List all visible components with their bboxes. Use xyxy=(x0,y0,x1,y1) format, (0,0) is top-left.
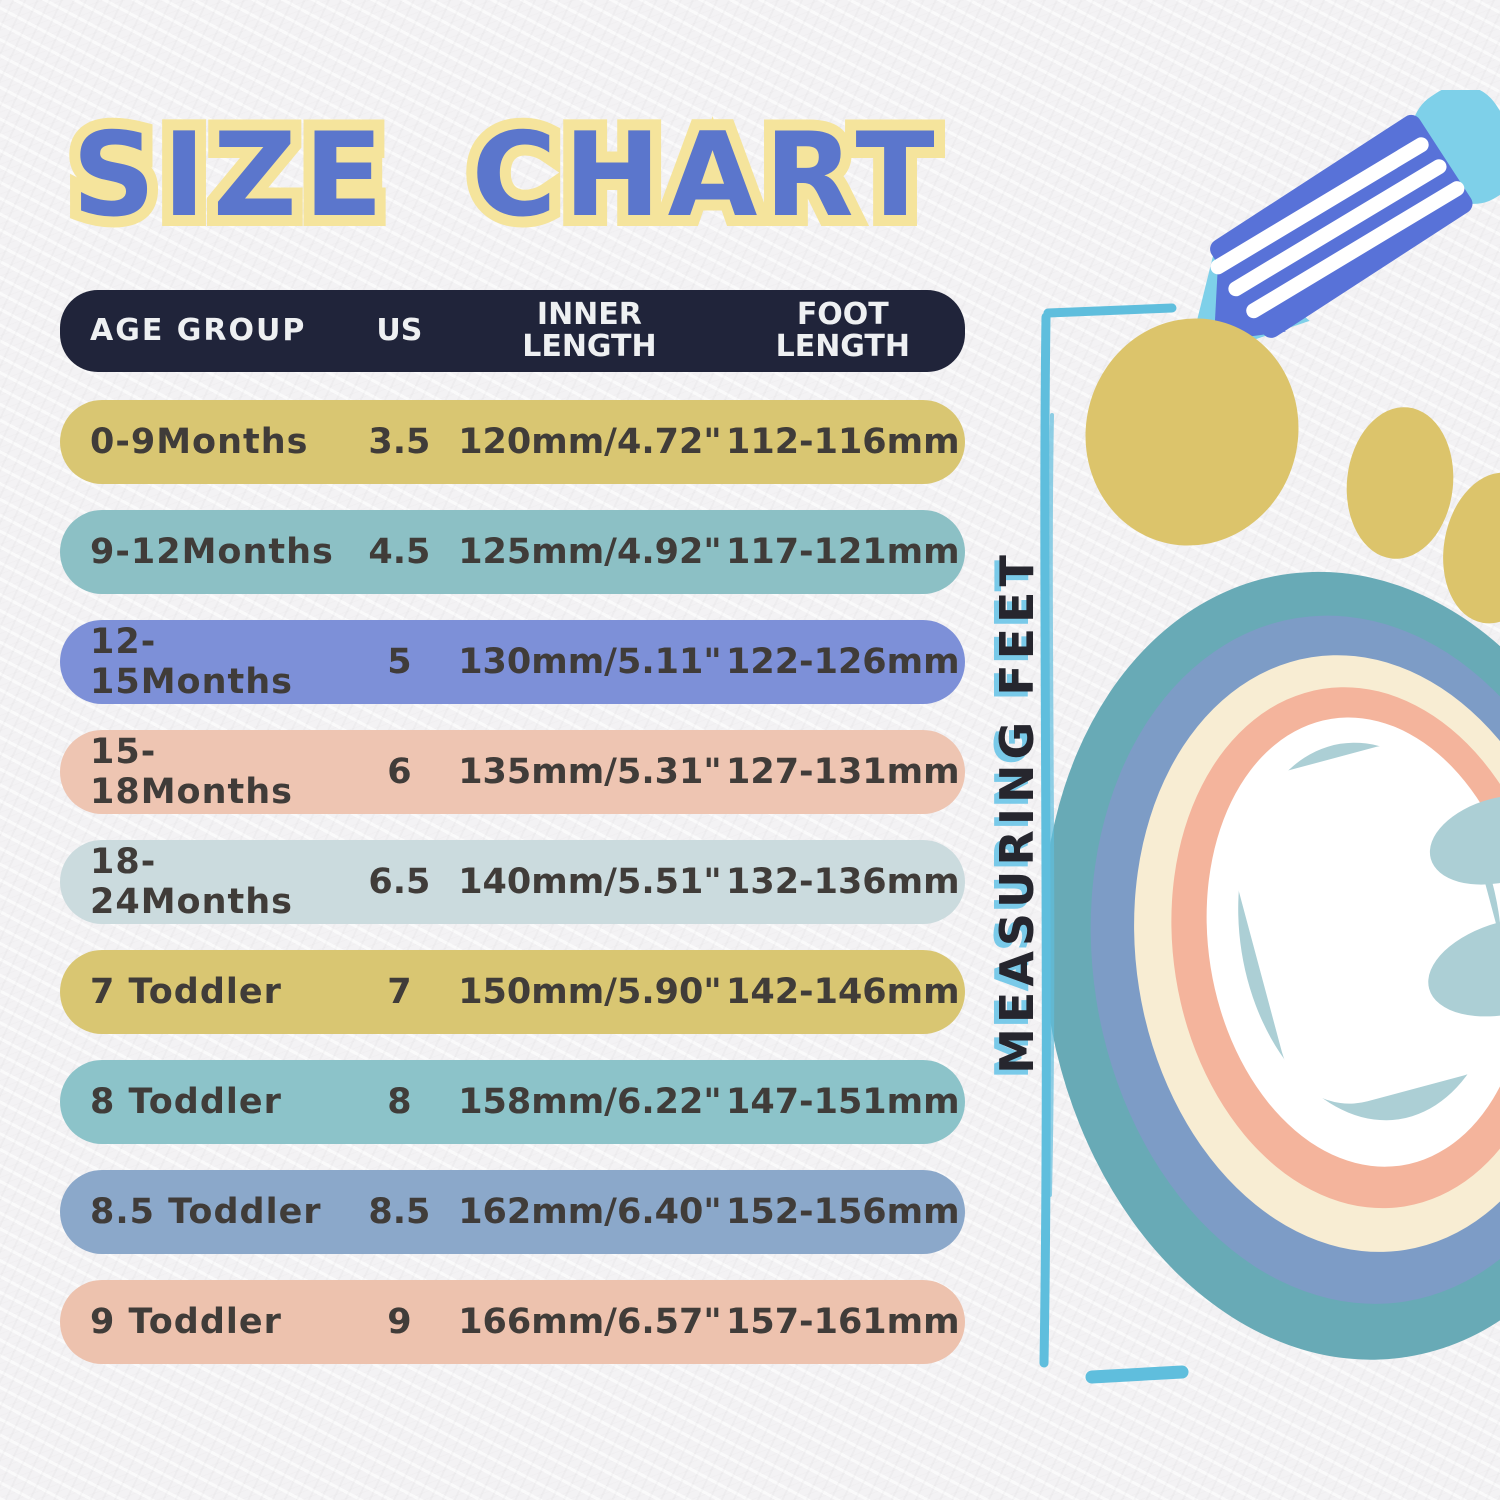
header-us-size: US xyxy=(376,313,423,349)
measuring-feet-label: MEASURING FEET xyxy=(990,550,1044,1074)
foot-length-cell: 152-156mm xyxy=(726,1192,960,1232)
inner-length-cell: 150mm/5.90" xyxy=(458,972,722,1012)
inner-length-cell: 166mm/6.57" xyxy=(458,1302,722,1342)
foot-length-cell: 127-131mm xyxy=(726,752,960,792)
size-table: AGE GROUP US INNER LENGTH FOOT LENGTH 0-… xyxy=(60,290,965,1390)
inner-length-cell: 120mm/4.72" xyxy=(458,422,722,462)
inner-length-cell: 130mm/5.11" xyxy=(458,642,722,682)
foot-length-cell: 132-136mm xyxy=(726,862,960,902)
us-size-cell: 5 xyxy=(387,642,412,682)
foot-length-cell: 147-151mm xyxy=(726,1082,960,1122)
measuring-bracket-icon xyxy=(1039,303,1189,1384)
header-inner-length: INNER LENGTH xyxy=(522,297,657,364)
baby-foot-icon xyxy=(1042,318,1500,1360)
us-size-cell: 7 xyxy=(387,972,412,1012)
table-header-row: AGE GROUP US INNER LENGTH FOOT LENGTH xyxy=(60,290,965,372)
header-foot-length: FOOT LENGTH xyxy=(775,297,910,364)
age-group-cell: 0-9Months xyxy=(90,422,309,462)
us-size-cell: 6.5 xyxy=(368,862,431,902)
us-size-cell: 6 xyxy=(387,752,412,792)
us-size-cell: 3.5 xyxy=(368,422,431,462)
us-size-cell: 9 xyxy=(387,1302,412,1342)
table-row: 12-15Months 5 130mm/5.11" 122-126mm xyxy=(60,620,965,704)
table-row: 8.5 Toddler 8.5 162mm/6.40" 152-156mm xyxy=(60,1170,965,1254)
inner-length-cell: 158mm/6.22" xyxy=(458,1082,722,1122)
age-group-cell: 9-12Months xyxy=(90,532,334,572)
table-rows: 0-9Months 3.5 120mm/4.72" 112-116mm 9-12… xyxy=(60,400,965,1364)
inner-length-cell: 140mm/5.51" xyxy=(458,862,722,902)
page-title-outline: SIZE CHART xyxy=(61,97,946,254)
pencil-icon xyxy=(1186,90,1500,360)
age-group-cell: 8.5 Toddler xyxy=(90,1192,322,1232)
us-size-cell: 8 xyxy=(387,1082,412,1122)
foot-length-cell: 142-146mm xyxy=(726,972,960,1012)
table-row: 0-9Months 3.5 120mm/4.72" 112-116mm xyxy=(60,400,965,484)
foot-length-cell: 112-116mm xyxy=(726,422,960,462)
age-group-cell: 18-24Months xyxy=(90,842,293,922)
age-group-cell: 15-18Months xyxy=(90,732,293,812)
table-row: 15-18Months 6 135mm/5.31" 127-131mm xyxy=(60,730,965,814)
age-group-cell: 12-15Months xyxy=(90,622,293,702)
foot-length-cell: 117-121mm xyxy=(726,532,960,572)
foot-length-cell: 122-126mm xyxy=(726,642,960,682)
inner-length-cell: 125mm/4.92" xyxy=(458,532,722,572)
table-row: 9-12Months 4.5 125mm/4.92" 117-121mm xyxy=(60,510,965,594)
us-size-cell: 8.5 xyxy=(368,1192,431,1232)
header-age-group: AGE GROUP xyxy=(90,313,307,349)
inner-length-cell: 135mm/5.31" xyxy=(458,752,722,792)
table-row: 7 Toddler 7 150mm/5.90" 142-146mm xyxy=(60,950,965,1034)
age-group-cell: 7 Toddler xyxy=(90,972,282,1012)
inner-length-cell: 162mm/6.40" xyxy=(458,1192,722,1232)
foot-length-cell: 157-161mm xyxy=(726,1302,960,1342)
us-size-cell: 4.5 xyxy=(368,532,431,572)
table-row: 8 Toddler 8 158mm/6.22" 147-151mm xyxy=(60,1060,965,1144)
table-row: 18-24Months 6.5 140mm/5.51" 132-136mm xyxy=(60,840,965,924)
page-title-text: SIZE CHART xyxy=(72,108,942,243)
age-group-cell: 8 Toddler xyxy=(90,1082,282,1122)
table-row: 9 Toddler 9 166mm/6.57" 157-161mm xyxy=(60,1280,965,1364)
age-group-cell: 9 Toddler xyxy=(90,1302,282,1342)
